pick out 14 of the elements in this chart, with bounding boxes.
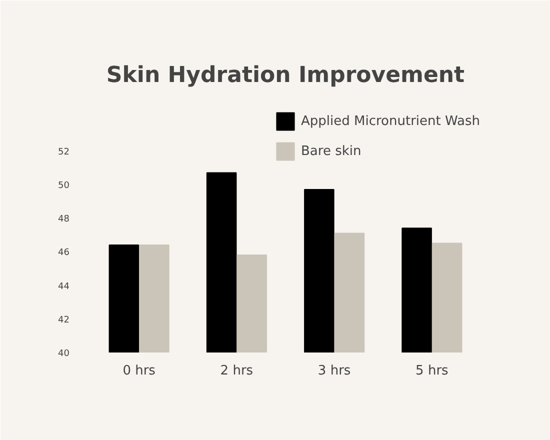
y-tick-label: 52 bbox=[58, 147, 70, 158]
y-tick-label: 48 bbox=[58, 214, 70, 225]
y-tick-label: 46 bbox=[58, 248, 70, 258]
legend-label: Applied Micronutrient Wash bbox=[301, 114, 480, 128]
x-tick-label: 5 hrs bbox=[416, 364, 449, 378]
y-tick-label: 50 bbox=[58, 181, 70, 191]
x-tick-label: 2 hrs bbox=[220, 364, 254, 378]
legend-label: Bare skin bbox=[301, 144, 362, 158]
chart-title: Skin Hydration Improvement bbox=[106, 63, 466, 88]
x-tick-label: 0 hrs bbox=[122, 364, 156, 378]
x-tick-label: 3 hrs bbox=[318, 364, 351, 378]
y-tick-label: 44 bbox=[58, 282, 70, 292]
y-tick-label: 40 bbox=[58, 349, 70, 359]
y-tick-label: 42 bbox=[58, 315, 70, 326]
